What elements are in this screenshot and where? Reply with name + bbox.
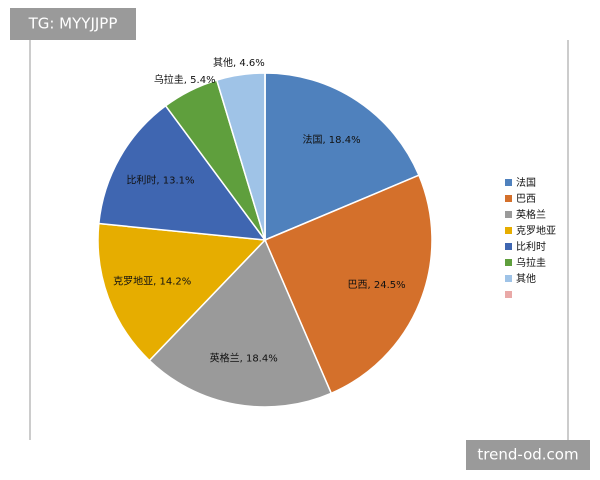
legend-label: 英格兰 (516, 208, 546, 221)
pie-slice (264, 174, 433, 395)
legend-label: 巴西 (516, 193, 536, 205)
data-label: 英格兰, 18.4% (210, 351, 278, 364)
pie-slice (148, 238, 333, 408)
data-label: 巴西, 24.5% (347, 279, 405, 291)
watermark-box (10, 8, 136, 40)
legend-label: 比利时 (516, 241, 546, 253)
watermark-box (466, 440, 590, 470)
watermark: TG: MYYJJPP (28, 15, 118, 33)
legend-label: 乌拉圭 (516, 256, 546, 269)
legend-swatch (505, 179, 512, 186)
legend-swatch (505, 275, 512, 282)
legend-swatch (505, 243, 512, 250)
data-label: 克罗地亚, 14.2% (113, 275, 191, 288)
legend-label: 其他 (516, 272, 536, 285)
pie-slice (97, 222, 267, 362)
legend-swatch (505, 211, 512, 218)
legend-label: 克罗地亚 (516, 224, 556, 237)
data-label: 比利时, 13.1% (126, 175, 194, 187)
legend-label: 法国 (516, 176, 536, 189)
data-label: 法国, 18.4% (302, 133, 360, 146)
legend-swatch (505, 227, 512, 234)
pie-slice (97, 104, 267, 241)
watermark: trend-od.com (477, 446, 578, 464)
legend-swatch (505, 259, 512, 266)
pie-slice (264, 72, 420, 242)
legend-swatch (505, 291, 512, 298)
legend-swatch (505, 195, 512, 202)
data-label: 乌拉圭, 5.4% (154, 73, 216, 86)
data-label: 其他, 4.6% (213, 56, 265, 69)
